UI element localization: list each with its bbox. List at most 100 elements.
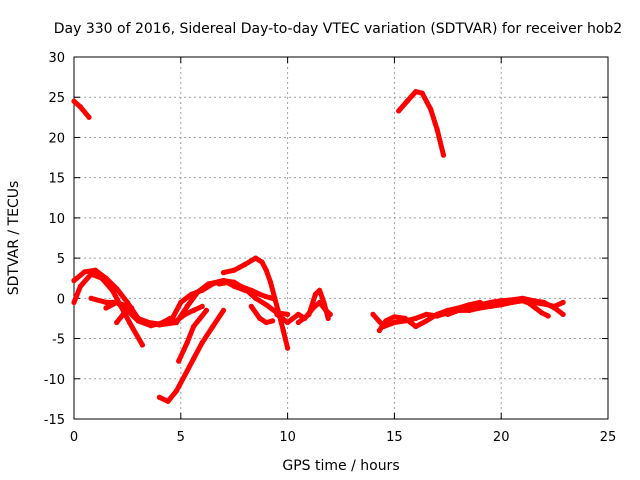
data-point (210, 281, 216, 287)
series-line-s6 (103, 299, 205, 329)
data-point (199, 303, 205, 309)
data-point (139, 342, 145, 348)
data-point (560, 311, 566, 317)
data-point (257, 291, 263, 297)
data-point (88, 271, 94, 277)
data-point (184, 340, 190, 346)
data-point (419, 90, 425, 96)
data-point (263, 267, 269, 273)
data-point (169, 315, 175, 321)
x-axis-label: GPS time / hours (282, 458, 399, 474)
data-point (99, 275, 105, 281)
data-point (285, 319, 291, 326)
data-point (285, 311, 291, 317)
data-point (120, 311, 126, 317)
data-point (165, 398, 171, 404)
x-tick-label: 20 (493, 430, 510, 445)
y-tick-label: 25 (48, 91, 65, 106)
data-point (396, 108, 402, 114)
ticks (73, 56, 609, 420)
data-point (199, 287, 205, 293)
y-tick-label: 5 (57, 252, 65, 267)
data-point (203, 307, 209, 313)
y-tick-label: -15 (44, 413, 65, 428)
data-point (295, 319, 301, 326)
y-tick-label: 0 (57, 292, 65, 307)
data-point (86, 114, 92, 120)
data-point (477, 302, 483, 308)
data-point (445, 311, 451, 317)
data-point (188, 291, 195, 297)
data-point (259, 259, 265, 265)
data-point (509, 299, 515, 305)
data-point (210, 323, 216, 330)
data-point (197, 315, 203, 321)
data-point (498, 302, 504, 308)
data-point (263, 302, 269, 308)
data-point (71, 278, 77, 284)
plot-frame (73, 56, 609, 420)
data-point (376, 327, 382, 334)
data-point (285, 345, 291, 351)
data-point (270, 318, 276, 324)
data-point (114, 286, 120, 292)
y-tick-label: 10 (48, 212, 65, 227)
data-point (248, 303, 254, 309)
data-point (440, 152, 447, 158)
data-point (88, 295, 94, 301)
series-group (71, 89, 566, 404)
data-point (191, 323, 197, 330)
data-point (391, 314, 397, 320)
data-point (434, 126, 440, 132)
data-point (263, 319, 269, 326)
data-point (295, 311, 301, 317)
series-line-s13 (248, 303, 276, 325)
data-point (423, 311, 429, 317)
data-point (487, 299, 494, 305)
data-point (274, 311, 280, 317)
data-point (238, 283, 244, 289)
chart-title: Day 330 of 2016, Sidereal Day-to-day VTE… (54, 21, 622, 37)
y-tick-label: 30 (48, 51, 65, 66)
data-point (257, 315, 263, 321)
data-point (263, 294, 269, 300)
x-tick-label: 10 (279, 430, 296, 445)
tick-labels: 0 5 10 15 20 25 -15 -10 -5 0 5 10 15 20 25 30 (44, 51, 617, 445)
x-tick-label: 25 (600, 430, 617, 445)
y-axis-label: SDTVAR / TECUs (6, 181, 22, 296)
data-point (135, 318, 141, 324)
data-point (77, 104, 83, 110)
data-point (383, 318, 389, 324)
data-point (220, 307, 227, 313)
data-point (178, 299, 184, 305)
data-point (173, 318, 180, 324)
data-point (532, 305, 539, 311)
data-point (216, 281, 222, 287)
data-point (466, 303, 472, 309)
data-point (182, 372, 188, 378)
data-point (560, 299, 566, 305)
x-tick-label: 15 (386, 430, 403, 445)
y-tick-label: 15 (48, 172, 65, 187)
data-point (434, 311, 440, 317)
data-point (71, 299, 77, 305)
series-line-s4 (71, 271, 145, 348)
data-point (423, 318, 429, 324)
data-point (92, 267, 98, 273)
data-point (191, 356, 197, 362)
data-point (173, 388, 180, 394)
data-point (182, 311, 188, 317)
data-point (77, 283, 83, 289)
data-point (176, 358, 182, 364)
data-point (114, 299, 120, 305)
data-point (231, 267, 237, 273)
data-point (541, 299, 547, 305)
data-point (267, 279, 274, 285)
y-tick-label: -5 (52, 333, 65, 348)
data-point (402, 315, 408, 321)
data-point (103, 305, 109, 311)
data-point (126, 319, 133, 326)
data-point (552, 305, 558, 311)
data-point (253, 295, 259, 301)
